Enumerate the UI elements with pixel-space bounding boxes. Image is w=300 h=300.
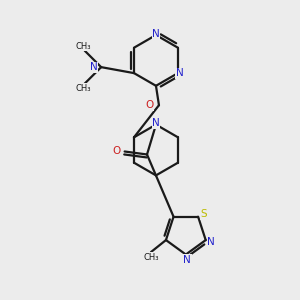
Text: N: N xyxy=(152,118,160,128)
Text: CH₃: CH₃ xyxy=(143,253,159,262)
Text: N: N xyxy=(90,62,98,72)
Text: N: N xyxy=(152,28,160,38)
Text: O: O xyxy=(145,100,154,110)
Text: N: N xyxy=(184,255,191,265)
Text: CH₃: CH₃ xyxy=(76,83,91,92)
Text: S: S xyxy=(200,209,207,219)
Text: O: O xyxy=(113,146,121,157)
Text: N: N xyxy=(176,68,183,78)
Text: N: N xyxy=(207,237,215,247)
Text: CH₃: CH₃ xyxy=(76,42,91,51)
